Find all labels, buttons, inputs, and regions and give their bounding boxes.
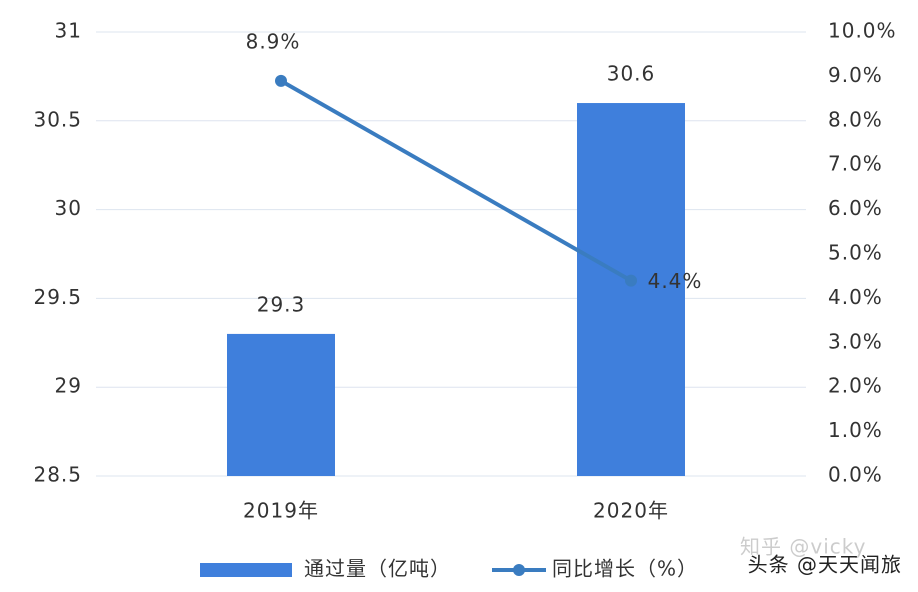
watermark: 头条 @天天闻旅	[748, 553, 902, 577]
y-tick-label: 30.5	[33, 107, 82, 131]
x-tick-label: 2019年	[243, 499, 319, 523]
y2-tick-label: 0.0%	[828, 463, 883, 487]
y2-tick-label: 6.0%	[828, 196, 883, 220]
x-tick-label: 2020年	[593, 499, 669, 523]
data-label: 8.9%	[246, 29, 301, 53]
legend-swatch	[200, 563, 292, 577]
watermark: 知乎 @vicky	[740, 535, 866, 559]
data-label: 30.6	[607, 62, 656, 86]
y-tick-label: 29.5	[33, 285, 82, 309]
y-tick-label: 29	[55, 374, 82, 398]
y-tick-label: 28.5	[33, 463, 82, 487]
line-point	[625, 274, 637, 287]
bar	[227, 333, 335, 476]
legend-marker	[513, 564, 525, 576]
y2-tick-label: 1.0%	[828, 418, 883, 442]
y2-tick-label: 3.0%	[828, 329, 883, 353]
y2-tick-label: 2.0%	[828, 374, 883, 398]
y2-tick-label: 7.0%	[828, 152, 883, 176]
line-point	[275, 74, 287, 87]
y2-tick-label: 9.0%	[828, 63, 883, 87]
legend-label: 同比增长（%）	[552, 557, 698, 581]
bar	[577, 103, 685, 476]
y2-tick-label: 5.0%	[828, 241, 883, 265]
data-label: 4.4%	[648, 269, 703, 293]
y2-tick-label: 4.0%	[828, 285, 883, 309]
legend-label: 通过量（亿吨）	[304, 557, 451, 581]
y2-tick-label: 8.0%	[828, 107, 883, 131]
data-label: 29.3	[257, 292, 306, 316]
y-tick-label: 30	[55, 196, 82, 220]
line	[280, 79, 632, 283]
y-tick-label: 31	[55, 19, 82, 43]
y2-tick-label: 10.0%	[828, 19, 897, 43]
